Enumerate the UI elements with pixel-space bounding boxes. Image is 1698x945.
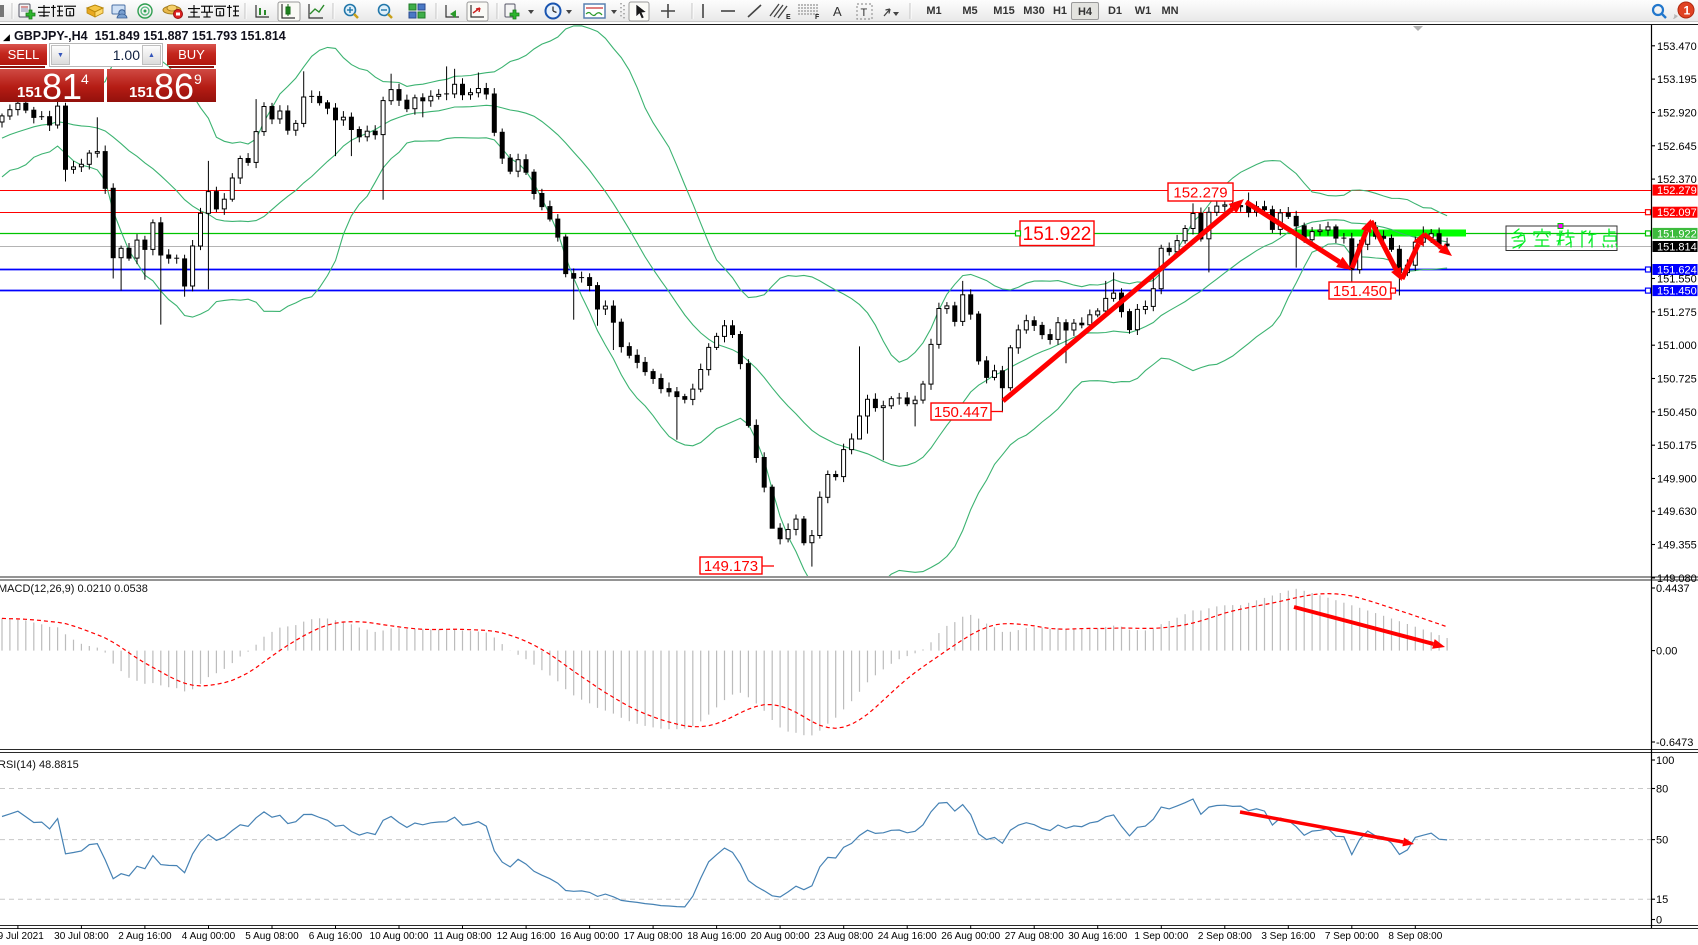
svg-text:0.4437: 0.4437 bbox=[1656, 583, 1690, 595]
svg-text:149.173: 149.173 bbox=[704, 558, 758, 575]
svg-text:150.447: 150.447 bbox=[934, 404, 988, 421]
svg-text:151.000: 151.000 bbox=[1657, 340, 1697, 352]
svg-text:◢: ◢ bbox=[3, 32, 10, 42]
svg-text:152.370: 152.370 bbox=[1657, 174, 1697, 186]
svg-text:151.814: 151.814 bbox=[1657, 242, 1697, 254]
svg-text:GBPJPY-,H4 151.849 151.887 15: GBPJPY-,H4 151.849 151.887 151.793 151.8… bbox=[14, 29, 286, 43]
svg-text:12 Aug 16:00: 12 Aug 16:00 bbox=[497, 931, 556, 942]
svg-text:151.624: 151.624 bbox=[1657, 265, 1697, 277]
svg-text:11 Aug 08:00: 11 Aug 08:00 bbox=[433, 931, 492, 942]
svg-text:50: 50 bbox=[1656, 835, 1668, 847]
svg-text:3 Sep 16:00: 3 Sep 16:00 bbox=[1261, 931, 1315, 942]
svg-text:A: A bbox=[833, 4, 842, 19]
svg-text:151.275: 151.275 bbox=[1657, 307, 1697, 319]
svg-text:4 Aug 00:00: 4 Aug 00:00 bbox=[182, 931, 236, 942]
svg-text:7 Sep 00:00: 7 Sep 00:00 bbox=[1325, 931, 1379, 942]
svg-text:-0.6473: -0.6473 bbox=[1656, 737, 1693, 749]
svg-text:151.922: 151.922 bbox=[1023, 224, 1092, 245]
svg-text:149.355: 149.355 bbox=[1657, 540, 1697, 552]
svg-text:150.725: 150.725 bbox=[1657, 374, 1697, 386]
svg-text:0.00: 0.00 bbox=[1656, 646, 1677, 658]
svg-text:5 Aug 08:00: 5 Aug 08:00 bbox=[245, 931, 299, 942]
svg-text:RSI(14) 48.8815: RSI(14) 48.8815 bbox=[0, 759, 79, 771]
svg-text:153.195: 153.195 bbox=[1657, 74, 1697, 86]
svg-text:T: T bbox=[861, 7, 868, 19]
svg-text:151.550: 151.550 bbox=[1657, 274, 1697, 286]
svg-text:152.279: 152.279 bbox=[1173, 184, 1227, 201]
svg-text:15: 15 bbox=[1656, 894, 1668, 906]
svg-text:149.900: 149.900 bbox=[1657, 474, 1697, 486]
svg-text:F: F bbox=[815, 14, 820, 21]
svg-text:20 Aug 00:00: 20 Aug 00:00 bbox=[751, 931, 810, 942]
svg-text:27 Aug 08:00: 27 Aug 08:00 bbox=[1005, 931, 1064, 942]
svg-text:26 Aug 00:00: 26 Aug 00:00 bbox=[941, 931, 1000, 942]
svg-text:151.450: 151.450 bbox=[1657, 286, 1697, 298]
svg-text:150.175: 150.175 bbox=[1657, 440, 1697, 452]
svg-text:2 Aug 16:00: 2 Aug 16:00 bbox=[118, 931, 172, 942]
svg-text:151.922: 151.922 bbox=[1657, 228, 1697, 240]
svg-text:152.920: 152.920 bbox=[1657, 108, 1697, 120]
svg-text:80: 80 bbox=[1656, 784, 1668, 796]
svg-text:149.080: 149.080 bbox=[1657, 573, 1697, 585]
svg-text:1 Sep 00:00: 1 Sep 00:00 bbox=[1134, 931, 1188, 942]
svg-text:153.470: 153.470 bbox=[1657, 41, 1697, 53]
svg-text:150.450: 150.450 bbox=[1657, 407, 1697, 419]
svg-text:17 Aug 08:00: 17 Aug 08:00 bbox=[624, 931, 683, 942]
svg-text:MACD(12,26,9) 0.0210 0.0538: MACD(12,26,9) 0.0210 0.0538 bbox=[0, 583, 148, 595]
svg-text:29 Jul 2021: 29 Jul 2021 bbox=[0, 931, 44, 942]
svg-text:18 Aug 16:00: 18 Aug 16:00 bbox=[687, 931, 746, 942]
svg-text:24 Aug 16:00: 24 Aug 16:00 bbox=[878, 931, 937, 942]
svg-text:30 Jul 08:00: 30 Jul 08:00 bbox=[54, 931, 109, 942]
svg-text:152.097: 152.097 bbox=[1657, 207, 1697, 219]
svg-text:8 Sep 08:00: 8 Sep 08:00 bbox=[1388, 931, 1442, 942]
svg-text:100: 100 bbox=[1656, 755, 1674, 767]
svg-text:23 Aug 08:00: 23 Aug 08:00 bbox=[814, 931, 873, 942]
svg-text:152.645: 152.645 bbox=[1657, 141, 1697, 153]
svg-text:E: E bbox=[786, 14, 791, 21]
svg-text:149.630: 149.630 bbox=[1657, 506, 1697, 518]
svg-text:151.450: 151.450 bbox=[1333, 283, 1387, 300]
svg-text:0: 0 bbox=[1656, 915, 1662, 927]
svg-text:152.279: 152.279 bbox=[1657, 185, 1697, 197]
svg-text:10 Aug 00:00: 10 Aug 00:00 bbox=[370, 931, 429, 942]
svg-text:2 Sep 08:00: 2 Sep 08:00 bbox=[1198, 931, 1252, 942]
svg-text:16 Aug 00:00: 16 Aug 00:00 bbox=[560, 931, 619, 942]
svg-text:1: 1 bbox=[1684, 4, 1691, 18]
svg-text:30 Aug 16:00: 30 Aug 16:00 bbox=[1068, 931, 1127, 942]
svg-text:6 Aug 16:00: 6 Aug 16:00 bbox=[309, 931, 363, 942]
